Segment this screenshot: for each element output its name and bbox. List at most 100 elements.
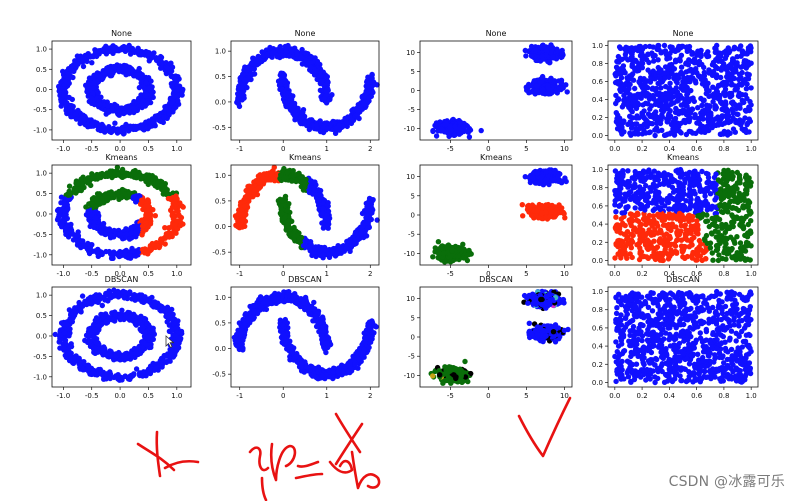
data-point [281,72,288,78]
x-tick-label: 1.0 [171,145,182,153]
data-point [558,85,564,91]
data-point [726,70,732,77]
data-point [60,68,66,75]
data-point [329,92,335,98]
x-tick-label: 0.2 [637,145,648,153]
data-point [704,53,710,60]
data-point [681,75,687,81]
x-tick-label: 0.0 [115,145,126,153]
data-point [617,122,623,128]
data-point [98,94,104,100]
data-point [128,125,134,131]
data-point [622,51,629,58]
data-point [299,46,305,53]
data-point [649,50,655,56]
data-point [667,50,673,57]
data-point [616,115,623,122]
data-point [239,97,245,103]
data-point [705,112,711,119]
data-point [105,108,112,115]
data-point [306,60,312,66]
data-point [138,123,145,129]
y-tick-label: 1.0 [215,48,226,56]
data-point [672,125,679,131]
data-point [701,97,707,103]
data-point [748,85,754,91]
data-point [641,108,647,114]
data-point [319,79,325,86]
data-point [627,81,633,88]
data-point [434,121,441,127]
data-point [647,129,653,135]
data-point [737,105,743,111]
data-point [688,129,694,135]
data-point [533,88,540,94]
data-point [661,42,668,49]
data-point [641,114,647,121]
data-point [163,188,169,195]
x-tick-label: -0.5 [85,270,99,278]
data-point [642,43,649,50]
data-point [130,248,137,254]
data-point [531,78,537,84]
data-point [112,170,118,176]
y-tick-label: -0.5 [33,106,47,114]
data-point [253,57,259,64]
data-point [742,126,748,132]
x-tick-label: 10 [560,145,569,153]
data-point [663,99,669,105]
data-point [289,99,296,106]
data-point [167,70,173,76]
data-point [643,100,649,107]
data-point [719,58,725,65]
data-point [735,120,741,126]
data-point [306,119,312,125]
data-point [433,133,440,139]
data-point [84,55,90,61]
data-point [144,211,150,218]
data-point [692,67,699,74]
data-point [680,107,686,113]
data-point [720,131,726,137]
data-point [678,130,684,136]
data-point [119,168,126,175]
data-point [69,96,76,103]
data-point [285,90,291,96]
data-point [139,102,145,108]
data-point [98,125,104,131]
data-point [621,101,627,108]
data-point [323,100,330,106]
data-point [67,107,73,113]
data-point [64,100,70,106]
data-point [730,56,736,62]
data-point [324,80,331,86]
data-point [161,114,167,120]
x-tick-label: -1.0 [57,145,71,153]
data-point [73,116,80,122]
data-point [678,102,684,108]
data-point [149,55,155,61]
data-point [175,98,181,104]
y-tick-label: 0 [411,87,415,95]
data-point [244,67,250,73]
data-point [70,231,76,237]
data-point [149,175,155,181]
x-tick-label: 1.0 [746,145,757,153]
data-point [159,183,165,189]
data-point [103,248,109,255]
data-point [683,69,689,75]
data-point [145,51,152,57]
data-point [150,119,157,126]
data-point [687,78,693,84]
data-point [86,178,93,185]
data-point [368,73,375,79]
data-point [110,45,117,52]
data-point [746,61,753,67]
y-tick-label: 0.4 [592,96,604,104]
data-point [366,84,372,90]
y-tick-label: -0.5 [212,124,226,132]
data-point [139,197,145,203]
y-tick-label: 1.0 [592,42,603,50]
data-point [317,73,323,79]
